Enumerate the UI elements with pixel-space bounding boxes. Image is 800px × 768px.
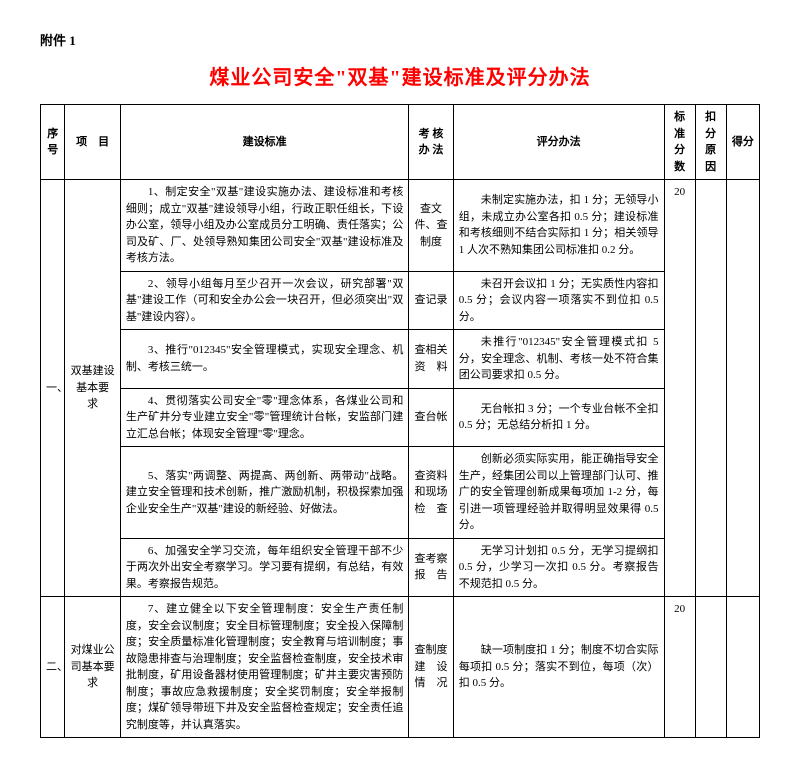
cell-eval: 未推行"012345"安全管理模式扣 5 分，安全理念、机制、考核一处不符合集团… [453,330,664,389]
cell-standard: 3、推行"012345"安全管理模式，实现安全理念、机制、考核三统一。 [120,330,408,389]
cell-stdscore: 20 [664,597,695,738]
cell-method: 查台帐 [409,388,453,447]
cell-eval: 创新必须实际实用，能正确指导安全生产，经集团公司以上管理部门认可、推广的安全管理… [453,447,664,539]
cell-method: 查制度建 设情 况 [409,597,453,738]
standards-table: 序号 项 目 建设标准 考 核 办 法 评分办法 标准分数 扣分原因 得分 一、… [40,104,760,738]
cell-eval: 无台帐扣 3 分；一个专业台帐不全扣 0.5 分；无总结分析扣 1 分。 [453,388,664,447]
header-seq: 序号 [41,105,65,180]
header-method: 考 核 办 法 [409,105,453,180]
header-score: 得分 [726,105,759,180]
cell-seq: 二、 [41,597,65,738]
header-stdscore: 标准分数 [664,105,695,180]
table-row: 3、推行"012345"安全管理模式，实现安全理念、机制、考核三统一。 查相关资… [41,330,760,389]
cell-standard: 2、领导小组每月至少召开一次会议，研究部署"双基"建设工作（可和安全办公会一块召… [120,271,408,330]
cell-method: 查文件、查制度 [409,180,453,272]
cell-method: 查记录 [409,271,453,330]
cell-eval: 未召开会议扣 1 分；无实质性内容扣 0.5 分；会议内容一项落实不到位扣 0.… [453,271,664,330]
table-row: 4、贯彻落实公司安全"零"理念体系，各煤业公司和生产矿井分专业建立安全"零"管理… [41,388,760,447]
attachment-label: 附件 1 [40,30,760,49]
table-header-row: 序号 项 目 建设标准 考 核 办 法 评分办法 标准分数 扣分原因 得分 [41,105,760,180]
cell-standard: 7、建立健全以下安全管理制度：安全生产责任制度，安全会议制度；安全目标管理制度；… [120,597,408,738]
header-eval: 评分办法 [453,105,664,180]
header-deduct: 扣分原因 [695,105,726,180]
cell-standard: 4、贯彻落实公司安全"零"理念体系，各煤业公司和生产矿井分专业建立安全"零"管理… [120,388,408,447]
cell-seq: 一、 [41,180,65,597]
header-standard: 建设标准 [120,105,408,180]
table-row: 5、落实"两调整、两提高、两创新、两带动"战略。建立安全管理和技术创新，推广激励… [41,447,760,539]
cell-eval: 无学习计划扣 0.5 分，无学习提纲扣 0.5 分，少学习一次扣 0.5 分。考… [453,538,664,597]
cell-deduct [695,597,726,738]
cell-standard: 6、加强安全学习交流，每年组织安全管理干部不少于两次外出安全考察学习。学习要有提… [120,538,408,597]
cell-score [726,597,759,738]
table-row: 一、 双基建设基本要 求 1、制定安全"双基"建设实施办法、建设标准和考核细则；… [41,180,760,272]
cell-eval: 缺一项制度扣 1 分；制度不切合实际每项扣 0.5 分；落实不到位，每项（次）扣… [453,597,664,738]
cell-standard: 5、落实"两调整、两提高、两创新、两带动"战略。建立安全管理和技术创新，推广激励… [120,447,408,539]
cell-item: 双基建设基本要 求 [65,180,120,597]
cell-method: 查相关资 料 [409,330,453,389]
cell-deduct [695,180,726,597]
table-row: 6、加强安全学习交流，每年组织安全管理干部不少于两次外出安全考察学习。学习要有提… [41,538,760,597]
cell-score [726,180,759,597]
table-row: 2、领导小组每月至少召开一次会议，研究部署"双基"建设工作（可和安全办公会一块召… [41,271,760,330]
cell-standard: 1、制定安全"双基"建设实施办法、建设标准和考核细则；成立"双基"建设领导小组，… [120,180,408,272]
page-title: 煤业公司安全"双基"建设标准及评分办法 [40,61,760,90]
cell-eval: 未制定实施办法，扣 1 分；无领导小组，未成立办公室各扣 0.5 分；建设标准和… [453,180,664,272]
header-item: 项 目 [65,105,120,180]
cell-stdscore: 20 [664,180,695,597]
cell-method: 查考察报 告 [409,538,453,597]
table-row: 二、 对煤业公司基本要求 7、建立健全以下安全管理制度：安全生产责任制度，安全会… [41,597,760,738]
cell-item: 对煤业公司基本要求 [65,597,120,738]
cell-method: 查资料和现场检 查 [409,447,453,539]
